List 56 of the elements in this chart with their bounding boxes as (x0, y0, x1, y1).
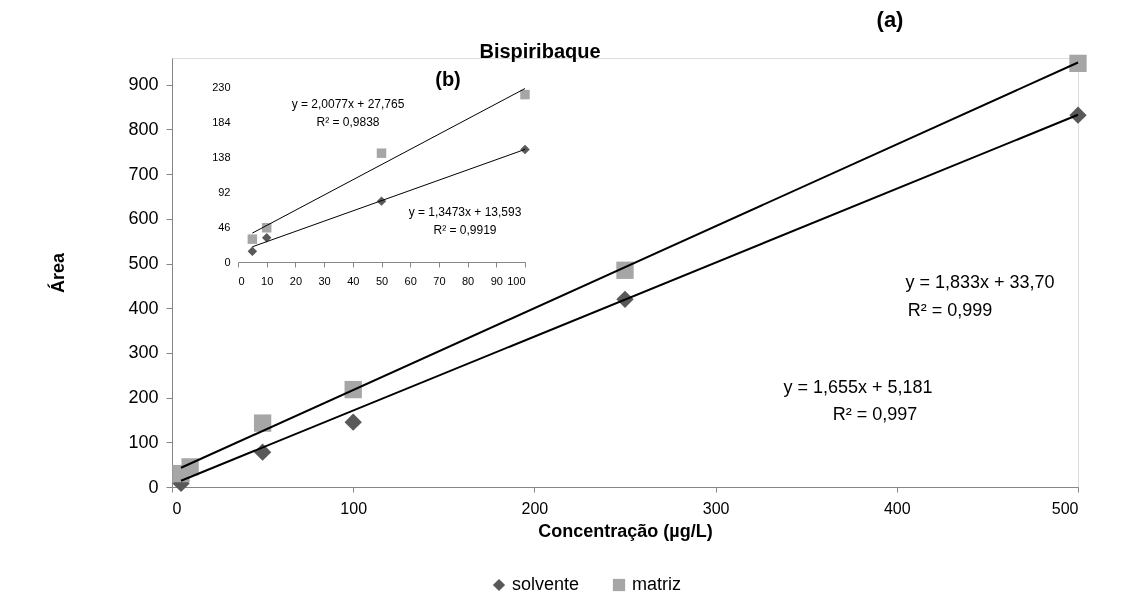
x-tick-label: 30 (318, 274, 331, 287)
x-tick-label: 70 (433, 274, 446, 287)
y-tick-label: 0 (224, 255, 231, 268)
text: (a) (876, 7, 904, 32)
y-tick-label: 46 (218, 220, 231, 233)
y-tick-label: 0 (148, 476, 159, 497)
y-tick-label: 200 (128, 387, 159, 408)
annotation: R² = 0,999 (907, 300, 993, 320)
annotation: R² = 0,9838 (316, 115, 380, 129)
x-tick-label: 10 (261, 274, 274, 287)
x-tick-label: 100 (507, 274, 526, 287)
y-axis-title: Área (47, 252, 69, 294)
y-tick-label: 700 (128, 163, 159, 184)
point (253, 414, 272, 432)
y-tick-label: 184 (212, 115, 231, 128)
y-tick-label: 230 (212, 80, 231, 93)
x-axis-title: Concentração (µg/L) (538, 520, 713, 541)
chart-title: Bispiribaque (479, 40, 601, 62)
x-tick-label: 0 (172, 499, 182, 517)
y-tick-label: 100 (128, 431, 159, 452)
x-tick-label: 0 (238, 274, 245, 287)
point (247, 234, 258, 244)
x-tick-label: 50 (375, 274, 389, 287)
point (247, 246, 258, 257)
x-tick-label: 500 (1051, 499, 1079, 517)
y-tick-label: 400 (128, 297, 159, 318)
annotation: R² = 0,9919 (433, 223, 497, 237)
y-tick-label: 92 (218, 185, 231, 198)
annotation: y = 1,833x + 33,70 (905, 272, 1055, 292)
annotation: y = 1,655x + 5,181 (783, 377, 933, 397)
annotation: R² = 0,997 (832, 404, 918, 424)
point (520, 89, 530, 100)
x-tick-label: 400 (883, 499, 911, 517)
y-tick-label: 500 (128, 253, 159, 274)
point (1069, 54, 1087, 73)
x-tick-label: 20 (289, 274, 303, 287)
legend-label: solvente (512, 574, 580, 594)
x-tick-label: 300 (702, 499, 730, 517)
point (376, 148, 387, 158)
y-tick-label: 600 (128, 208, 159, 229)
legend-label: matriz (632, 574, 681, 594)
y-tick-label: 800 (128, 119, 159, 139)
annotation: y = 1,3473x + 13,593 (408, 205, 522, 219)
point (261, 232, 272, 243)
x-tick-label: 100 (340, 499, 368, 517)
x-tick-label: 60 (404, 274, 417, 287)
point (344, 413, 362, 431)
y-tick-label: 138 (212, 150, 231, 163)
y-tick-label: 900 (128, 74, 159, 95)
x-tick-label: 80 (461, 274, 475, 287)
y-tick-label: 300 (128, 342, 159, 363)
annotation: y = 2,0077x + 27,765 (291, 97, 405, 111)
x-tick-label: 200 (521, 499, 549, 517)
x-tick-label: 40 (347, 274, 360, 287)
annotation: (b) (435, 68, 461, 90)
x-tick-label: 90 (490, 274, 503, 287)
